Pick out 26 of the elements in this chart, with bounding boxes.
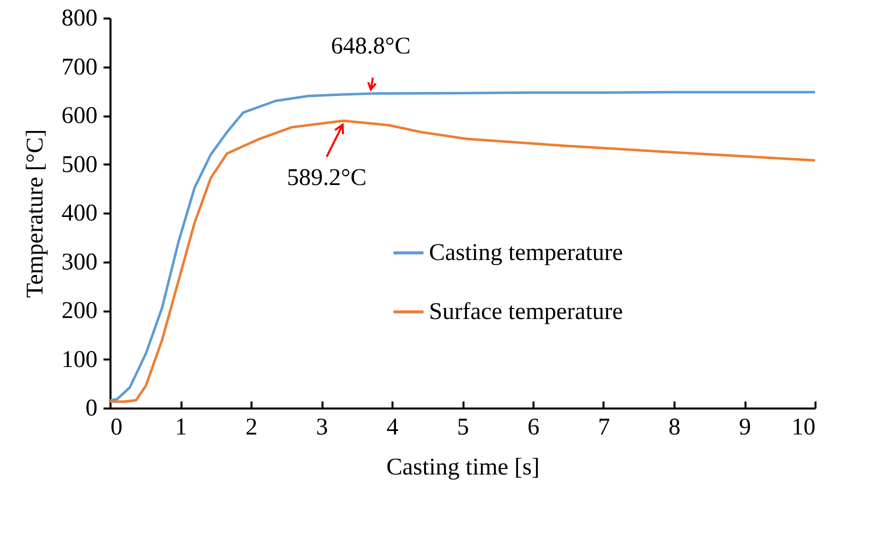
y-tick-label: 0 (86, 396, 98, 422)
legend-label: Casting temperature (429, 240, 623, 266)
y-tick-label: 700 (62, 54, 98, 80)
y-tick-label: 500 (62, 152, 98, 178)
annotation: 648.8°C (331, 34, 411, 60)
x-tick-label: 10 (792, 414, 816, 440)
annotation: 589.2°C (286, 164, 366, 191)
y-tick-label: 100 (62, 346, 98, 373)
x-tick-label: 0 (110, 414, 122, 440)
y-tick-label: 300 (62, 249, 98, 276)
x-tick-label: 4 (386, 414, 398, 440)
y-tick-label: 400 (62, 200, 98, 226)
x-tick-label: 1 (175, 414, 187, 440)
x-axis-title: Casting time [s] (386, 454, 540, 480)
y-tick-label: 200 (62, 298, 98, 324)
x-tick-label: 3 (316, 414, 328, 440)
x-tick-label: 7 (598, 414, 610, 440)
x-tick-label: 6 (528, 414, 540, 440)
y-axis-title: Temperature [°C] (22, 129, 48, 298)
x-tick-label: 2 (246, 414, 258, 440)
y-tick-label: 800 (62, 6, 98, 32)
x-tick-label: 8 (668, 414, 680, 440)
x-tick-label: 5 (457, 414, 469, 440)
x-tick-label: 9 (739, 414, 751, 440)
y-tick-label: 600 (62, 103, 98, 129)
legend-label: Surface temperature (429, 298, 623, 325)
